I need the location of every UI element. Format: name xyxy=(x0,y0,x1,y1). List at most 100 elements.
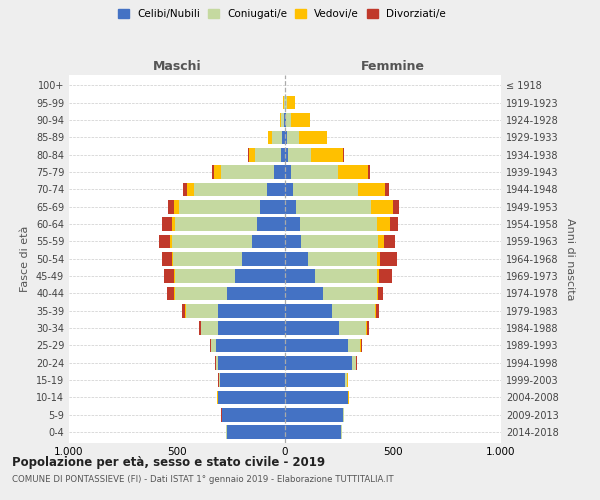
Bar xyxy=(272,130,283,144)
Bar xyxy=(368,166,370,179)
Bar xyxy=(280,114,281,127)
Bar xyxy=(161,252,172,266)
Bar xyxy=(183,182,187,196)
Bar xyxy=(170,234,172,248)
Bar xyxy=(343,148,344,162)
Bar xyxy=(161,218,172,231)
Bar xyxy=(175,218,257,231)
Bar xyxy=(172,234,251,248)
Bar xyxy=(248,148,249,162)
Bar xyxy=(227,426,285,439)
Bar xyxy=(347,338,360,352)
Bar xyxy=(172,218,175,231)
Bar xyxy=(376,304,379,318)
Bar xyxy=(285,286,323,300)
Bar xyxy=(266,182,285,196)
Text: Femmine: Femmine xyxy=(361,60,425,74)
Bar xyxy=(194,182,266,196)
Bar xyxy=(175,270,235,283)
Bar xyxy=(285,234,301,248)
Bar xyxy=(347,390,348,404)
Bar xyxy=(217,356,218,370)
Bar xyxy=(378,234,384,248)
Bar xyxy=(285,200,296,213)
Bar xyxy=(158,234,170,248)
Bar xyxy=(218,356,285,370)
Bar xyxy=(174,200,179,213)
Bar xyxy=(389,218,398,231)
Legend: Celibi/Nubili, Coniugati/e, Vedovi/e, Divorziati/e: Celibi/Nubili, Coniugati/e, Vedovi/e, Di… xyxy=(114,5,450,24)
Text: Maschi: Maschi xyxy=(152,60,202,74)
Bar xyxy=(174,286,175,300)
Bar xyxy=(212,166,214,179)
Bar xyxy=(284,114,285,127)
Bar xyxy=(216,338,285,352)
Bar xyxy=(332,304,375,318)
Bar xyxy=(385,182,389,196)
Bar xyxy=(377,252,380,266)
Y-axis label: Anni di nascita: Anni di nascita xyxy=(565,218,575,300)
Bar xyxy=(283,96,284,110)
Bar xyxy=(293,182,358,196)
Bar xyxy=(375,304,376,318)
Text: COMUNE DI PONTASSIEVE (FI) - Dati ISTAT 1° gennaio 2019 - Elaborazione TUTTITALI: COMUNE DI PONTASSIEVE (FI) - Dati ISTAT … xyxy=(12,475,394,484)
Bar xyxy=(285,338,347,352)
Bar xyxy=(285,114,286,127)
Bar xyxy=(285,148,287,162)
Bar xyxy=(182,304,185,318)
Bar xyxy=(285,426,341,439)
Bar xyxy=(283,130,285,144)
Bar xyxy=(235,270,285,283)
Bar xyxy=(285,356,352,370)
Bar xyxy=(285,374,346,387)
Bar xyxy=(285,166,291,179)
Bar xyxy=(285,322,338,335)
Text: Popolazione per età, sesso e stato civile - 2019: Popolazione per età, sesso e stato civil… xyxy=(12,456,325,469)
Bar xyxy=(209,338,211,352)
Bar xyxy=(242,252,285,266)
Y-axis label: Fasce di età: Fasce di età xyxy=(20,226,30,292)
Bar xyxy=(218,390,285,404)
Bar xyxy=(249,148,255,162)
Bar xyxy=(185,304,186,318)
Bar xyxy=(285,218,299,231)
Bar xyxy=(274,166,285,179)
Bar xyxy=(175,286,227,300)
Bar xyxy=(281,114,284,127)
Bar xyxy=(308,252,377,266)
Bar xyxy=(361,338,362,352)
Bar xyxy=(367,322,369,335)
Bar xyxy=(287,148,311,162)
Bar xyxy=(285,304,332,318)
Bar xyxy=(358,182,385,196)
Bar xyxy=(338,166,368,179)
Bar xyxy=(201,322,218,335)
Bar xyxy=(384,234,395,248)
Bar xyxy=(287,96,295,110)
Bar xyxy=(296,200,371,213)
Bar xyxy=(286,96,287,110)
Bar xyxy=(299,218,377,231)
Bar xyxy=(311,148,343,162)
Bar xyxy=(172,252,173,266)
Bar xyxy=(260,200,285,213)
Bar xyxy=(285,252,308,266)
Bar xyxy=(164,270,174,283)
Bar xyxy=(223,408,285,422)
Bar xyxy=(167,286,174,300)
Bar xyxy=(291,114,310,127)
Bar xyxy=(285,182,293,196)
Bar xyxy=(301,234,378,248)
Bar xyxy=(287,130,299,144)
Bar xyxy=(174,270,175,283)
Bar xyxy=(380,252,397,266)
Bar xyxy=(220,374,285,387)
Bar xyxy=(211,338,216,352)
Bar xyxy=(285,130,287,144)
Bar xyxy=(173,252,242,266)
Bar xyxy=(338,322,366,335)
Bar xyxy=(218,304,285,318)
Bar xyxy=(255,148,281,162)
Bar xyxy=(281,148,285,162)
Bar xyxy=(346,374,347,387)
